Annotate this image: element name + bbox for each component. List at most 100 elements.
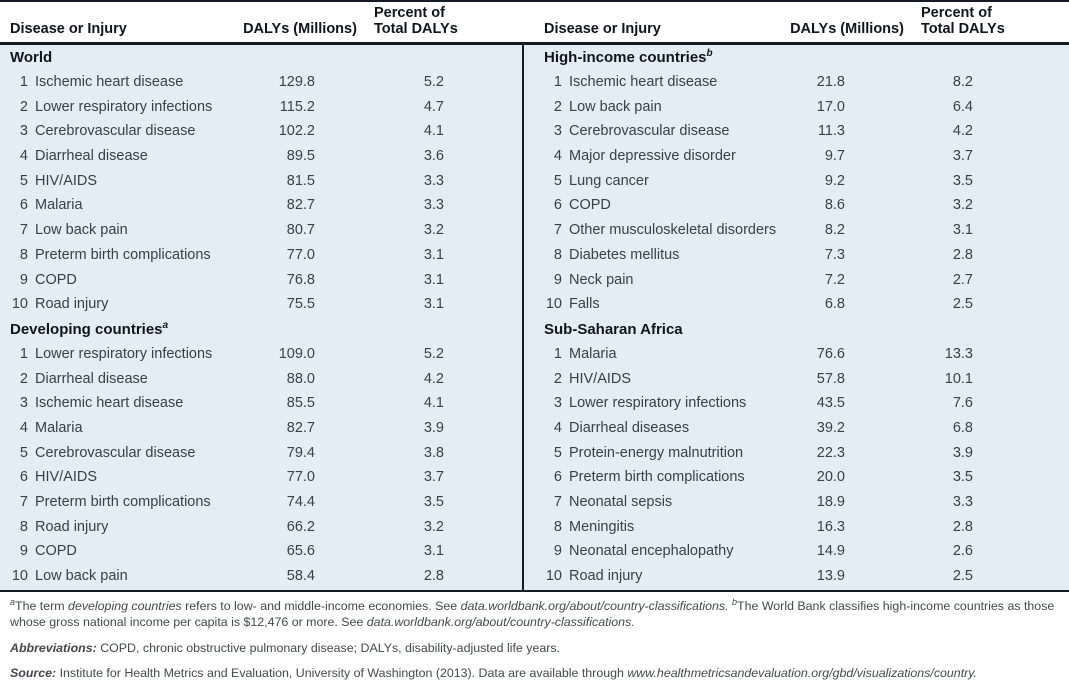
cell-name: Cerebrovascular disease [569, 123, 730, 140]
cell-name: Diarrheal disease [35, 148, 148, 165]
cell-name: Protein-energy malnutrition [569, 444, 744, 461]
cell-pct: 3.6 [423, 148, 444, 165]
footnote-marker: a [162, 319, 169, 331]
cell-pct: 8.2 [952, 74, 973, 90]
table-row: 6 HIV/AIDS 77.0 3.7 [0, 465, 522, 490]
cell-pct: 3.1 [423, 271, 444, 288]
cell-name: Malaria [569, 345, 617, 362]
cell-rank: 5 [553, 444, 562, 461]
cell-pct: 3.5 [952, 172, 973, 189]
table-row: 9 COPD 65.6 3.1 [0, 539, 522, 564]
cell-rank: 8 [19, 518, 28, 535]
table-row: 3 Lower respiratory infections 43.5 7.6 [534, 391, 1069, 416]
cell-dalys: 81.5 [286, 172, 315, 189]
cell-name: Neonatal sepsis [569, 494, 673, 510]
cell-pct: 6.8 [952, 419, 973, 436]
cell-name: Low back pain [35, 568, 128, 585]
cell-dalys: 85.5 [286, 395, 315, 412]
column-header-dalys: DALYs (Millions) [790, 21, 904, 37]
cell-dalys: 89.5 [286, 148, 315, 165]
cell-dalys: 88.0 [286, 370, 315, 387]
cell-name: Preterm birth complications [35, 494, 211, 510]
column-header-disease: Disease or Injury [544, 21, 661, 37]
table-row: 8 Meningitis 16.3 2.8 [534, 515, 1069, 540]
cell-rank: 9 [553, 271, 562, 288]
left-table-panel: World 1 Ischemic heart disease 129.8 5.2 2 Low… [0, 45, 522, 590]
cell-name: Preterm birth complications [35, 246, 211, 263]
cell-rank: 6 [19, 469, 28, 486]
cell-name: Road injury [35, 518, 109, 535]
cell-name: Malaria [35, 419, 83, 436]
cell-dalys: 7.3 [824, 246, 845, 263]
table-row: 3 Cerebrovascular disease 11.3 4.2 [534, 119, 1069, 144]
cell-dalys: 17.0 [816, 98, 845, 115]
table-row: 2 HIV/AIDS 57.8 10.1 [534, 367, 1069, 392]
table-row: 10 Falls 6.8 2.5 [534, 292, 1069, 317]
cell-rank: 7 [19, 494, 28, 510]
cell-name: Diarrheal diseases [569, 419, 690, 436]
cell-pct: 2.5 [952, 568, 973, 585]
cell-pct: 3.7 [423, 469, 444, 486]
cell-pct: 13.3 [944, 345, 973, 362]
cell-name: Lung cancer [569, 172, 649, 189]
cell-dalys: 39.2 [816, 419, 845, 436]
cell-pct: 3.3 [423, 197, 444, 214]
cell-rank: 9 [19, 271, 28, 288]
cell-pct: 3.2 [423, 222, 444, 239]
table-row: 1 Ischemic heart disease 129.8 5.2 [0, 70, 522, 95]
table-row: 6 Malaria 82.7 3.3 [0, 193, 522, 218]
table-row: 5 Cerebrovascular disease 79.4 3.8 [0, 441, 522, 466]
cell-pct: 2.8 [952, 518, 973, 535]
column-header-disease: Disease or Injury [10, 21, 127, 37]
cell-name: Low back pain [569, 98, 662, 115]
cell-rank: 3 [553, 395, 562, 412]
cell-rank: 6 [553, 197, 562, 214]
cell-dalys: 109.0 [278, 345, 315, 362]
cell-dalys: 75.5 [286, 296, 315, 313]
cell-name: Preterm birth complications [569, 469, 745, 486]
cell-rank: 1 [19, 74, 28, 90]
cell-name: Lower respiratory infections [35, 98, 213, 115]
cell-rank: 9 [553, 543, 562, 560]
cell-rank: 6 [19, 197, 28, 214]
cell-rank: 2 [553, 98, 562, 115]
cell-pct: 3.7 [952, 148, 973, 165]
cell-dalys: 58.4 [286, 568, 315, 585]
table-row: 5 Lung cancer 9.2 3.5 [534, 169, 1069, 194]
cell-pct: 2.8 [423, 568, 444, 585]
cell-pct: 7.6 [952, 395, 973, 412]
cell-dalys: 9.7 [824, 148, 845, 165]
cell-pct: 4.2 [952, 123, 973, 140]
cell-dalys: 9.2 [824, 172, 845, 189]
cell-dalys: 22.3 [816, 444, 845, 461]
cell-name: Road injury [569, 568, 643, 585]
cell-pct: 2.6 [952, 543, 973, 560]
cell-dalys: 8.2 [824, 222, 845, 239]
cell-rank: 10 [545, 296, 562, 313]
cell-name: Ischemic heart disease [569, 74, 718, 90]
table-body: World 1 Ischemic heart disease 129.8 5.2 2 Low… [0, 45, 1069, 590]
cell-dalys: 102.2 [278, 123, 315, 140]
cell-pct: 3.1 [423, 296, 444, 313]
cell-pct: 4.1 [423, 123, 444, 140]
cell-rank: 1 [553, 74, 562, 90]
cell-dalys: 8.6 [824, 197, 845, 214]
cell-dalys: 20.0 [816, 469, 845, 486]
cell-dalys: 65.6 [286, 543, 315, 560]
cell-rank: 3 [553, 123, 562, 140]
cell-dalys: 76.6 [816, 345, 845, 362]
cell-pct: 4.2 [423, 370, 444, 387]
table-row: 9 COPD 76.8 3.1 [0, 268, 522, 293]
table-row: 1 Malaria 76.6 13.3 [534, 342, 1069, 367]
cell-dalys: 14.9 [816, 543, 845, 560]
cell-rank: 5 [19, 172, 28, 189]
cell-dalys: 66.2 [286, 518, 315, 535]
cell-pct: 3.3 [952, 494, 973, 510]
right-panel-header: Disease or Injury DALYs (Millions) Perce… [522, 2, 1069, 42]
table-row: 8 Road injury 66.2 3.2 [0, 515, 522, 540]
cell-name: Low back pain [35, 222, 128, 239]
cell-name: Neonatal encephalopathy [569, 543, 734, 560]
cell-dalys: 43.5 [816, 395, 845, 412]
cell-pct: 3.1 [423, 543, 444, 560]
cell-name: Diabetes mellitus [569, 246, 680, 263]
